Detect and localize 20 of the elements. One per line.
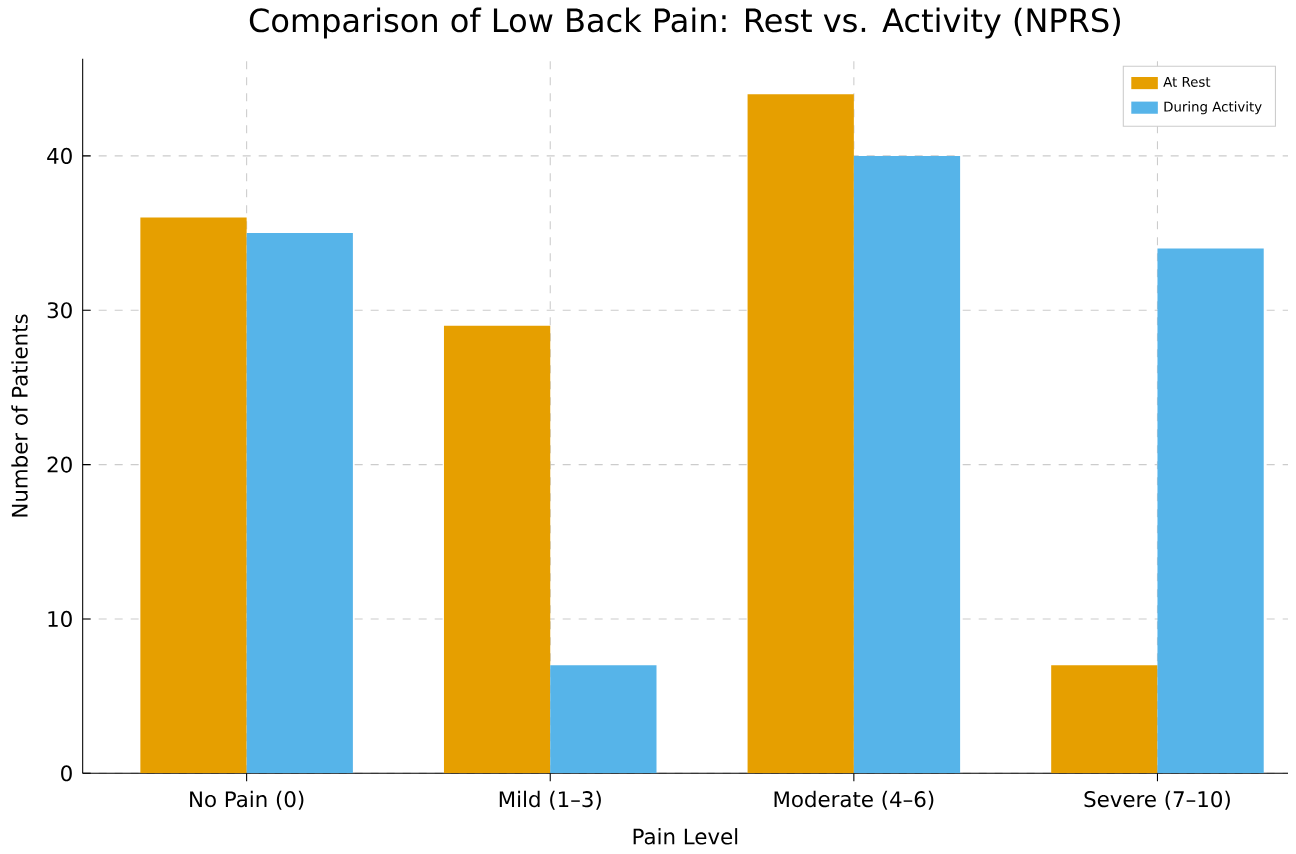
bar	[246, 233, 353, 774]
x-axis-title: Pain Level	[633, 828, 738, 845]
x-tick-label: No Pain (0)	[190, 791, 304, 811]
bar	[747, 94, 854, 774]
x-tick-label: Severe (7–10)	[1084, 791, 1230, 811]
y-axis-title: Number of Patients	[11, 314, 28, 517]
y-tick-label: 40	[47, 148, 72, 165]
x-tick-label: Moderate (4–6)	[774, 791, 934, 811]
bar	[140, 217, 247, 774]
bar	[1051, 665, 1158, 774]
x-tick-label: Mild (1–3)	[499, 791, 601, 811]
y-tick-label: 10	[48, 611, 72, 628]
bar	[550, 665, 657, 774]
y-tick-label: 30	[47, 302, 72, 319]
chart-title: Comparison of Low Back Pain: Rest vs. Activity (NPRS)	[249, 7, 1120, 39]
bar	[443, 326, 551, 774]
bar	[853, 156, 961, 774]
y-tick-label: 0	[61, 765, 72, 782]
y-tick-label: 20	[47, 456, 72, 473]
bar	[1157, 248, 1264, 774]
